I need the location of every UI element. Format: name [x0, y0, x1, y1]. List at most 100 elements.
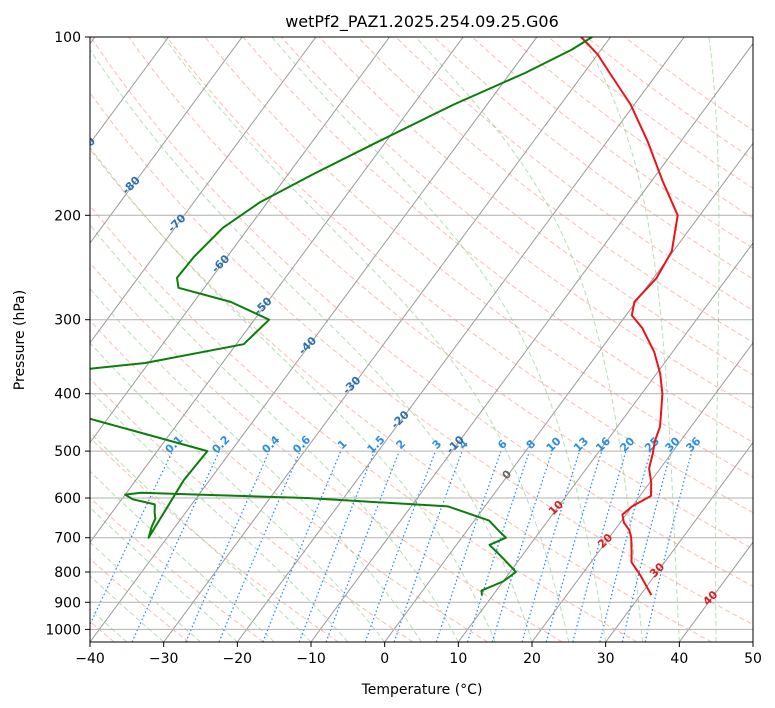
x-tick-label: 20 [523, 651, 541, 667]
dry-adiabat-label: -40 [296, 334, 319, 357]
moist-adiabat [90, 288, 422, 642]
y-tick-label: 600 [54, 491, 81, 507]
y-tick-label: 100 [54, 30, 81, 46]
y-tick-label: 800 [54, 565, 81, 581]
moist-adiabat [90, 389, 349, 642]
dry-adiabat [280, 37, 753, 409]
isotherm [90, 37, 317, 344]
mixing-ratio-line [545, 450, 603, 642]
chart-axes: −40 −30 −20 −10 0 10 20 30 40 5010020030040050060… [45, 30, 762, 667]
moist-adiabat [90, 224, 459, 642]
mixing-ratio-line [491, 450, 553, 642]
mixing-ratio-label: 0.4 [259, 433, 282, 456]
mixing-ratio-label: 2 [394, 437, 409, 452]
profile-line-temperature [580, 37, 679, 596]
moist-adiabat [90, 48, 533, 642]
isotherm [90, 37, 243, 244]
isotherm [90, 37, 464, 544]
mixing-ratio-line [435, 450, 502, 642]
isotherm [90, 37, 538, 642]
dry-adiabat [509, 37, 753, 219]
profile-line-dewpoint [90, 37, 593, 596]
x-tick-label: −10 [296, 651, 326, 667]
x-tick-label: −30 [149, 651, 179, 667]
isotherm [752, 641, 753, 642]
dry-adiabat [471, 37, 753, 249]
mixing-ratio-line [262, 450, 342, 642]
dry-adiabat-label: -90 [75, 134, 98, 157]
x-tick-label: 40 [670, 651, 688, 667]
dry-adiabat [90, 496, 264, 642]
moist-adiabat [752, 606, 753, 642]
dry-adiabat [90, 91, 753, 626]
isotherm [605, 441, 753, 642]
mixing-ratio-line [521, 450, 581, 642]
x-tick-label: 0 [380, 651, 389, 667]
moist-adiabat [90, 146, 496, 642]
moist-adiabat [90, 431, 312, 642]
x-tick-label: −40 [75, 651, 105, 667]
dry-adiabat [166, 37, 753, 514]
mixing-ratio-label: 0.6 [290, 433, 313, 456]
y-tick-label: 500 [54, 444, 81, 460]
isotherm [236, 37, 685, 642]
isotherm [457, 242, 753, 642]
dry-adiabat [90, 37, 753, 587]
mixing-ratio-line [364, 450, 437, 642]
x-axis-label: Temperature (°C) [361, 682, 483, 698]
y-tick-label: 200 [54, 208, 81, 224]
chart-line-labels: 0.1 0.2 0.4 0.6 1 1.5 2 3 4 6 8 10 13 16 20 25 30 36-100-… [28, 91, 721, 608]
mixing-ratio-line [131, 450, 220, 642]
dry-adiabat [395, 37, 753, 312]
dry-adiabat [319, 37, 753, 376]
moist-adiabat [708, 37, 720, 642]
mixing-ratio-line [393, 450, 463, 642]
dry-adiabat [357, 37, 753, 343]
mixing-ratio-line [218, 450, 301, 642]
x-tick-label: 10 [449, 651, 467, 667]
mixing-ratio-line [298, 450, 376, 642]
chart-profiles [90, 37, 679, 596]
isotherm [90, 37, 169, 145]
y-tick-label: 300 [54, 313, 81, 329]
mixing-ratio-line [572, 450, 627, 642]
mixing-ratio-label: 1.5 [365, 433, 388, 456]
isotherm [310, 42, 753, 642]
mixing-ratio-line [599, 450, 652, 642]
mixing-ratio-label: 0.2 [209, 433, 232, 456]
mixing-ratio-label: 3 [430, 437, 445, 452]
moist-adiabat [581, 37, 680, 642]
dry-adiabat [90, 262, 563, 642]
y-tick-label: 400 [54, 387, 81, 403]
dry-adiabat-label: -20 [389, 408, 412, 431]
x-tick-label: 30 [597, 651, 615, 667]
dry-adiabat [90, 148, 712, 642]
mixing-ratio-label: 8 [524, 437, 539, 452]
moist-adiabat [90, 506, 238, 642]
y-tick-label: 1000 [45, 622, 81, 638]
mixing-ratio-line [466, 450, 531, 642]
chart-grid [90, 37, 753, 642]
dry-adiabat [433, 37, 753, 280]
mixing-ratio-label: 6 [495, 437, 510, 452]
x-tick-label: 50 [744, 651, 762, 667]
dry-adiabat [90, 319, 488, 642]
dry-adiabat [548, 37, 753, 189]
dry-adiabat-label: -100 [28, 91, 57, 120]
dry-adiabat-label: -50 [251, 294, 274, 317]
plot-frame [89, 36, 754, 643]
y-axis-label: Pressure (hPa) [12, 290, 28, 390]
isotherm [678, 541, 753, 642]
mixing-ratio-line [325, 450, 400, 642]
isotherm [163, 37, 611, 642]
moist-adiabat [90, 470, 275, 642]
dry-adiabat [128, 37, 753, 550]
dry-adiabat [242, 37, 753, 443]
mixing-ratio-label: 1 [335, 437, 350, 452]
dry-adiabat-label: -10 [444, 433, 467, 456]
y-tick-label: 900 [54, 595, 81, 611]
moist-adiabat [90, 541, 201, 642]
y-tick-label: 700 [54, 531, 81, 547]
dry-adiabat [90, 436, 339, 642]
